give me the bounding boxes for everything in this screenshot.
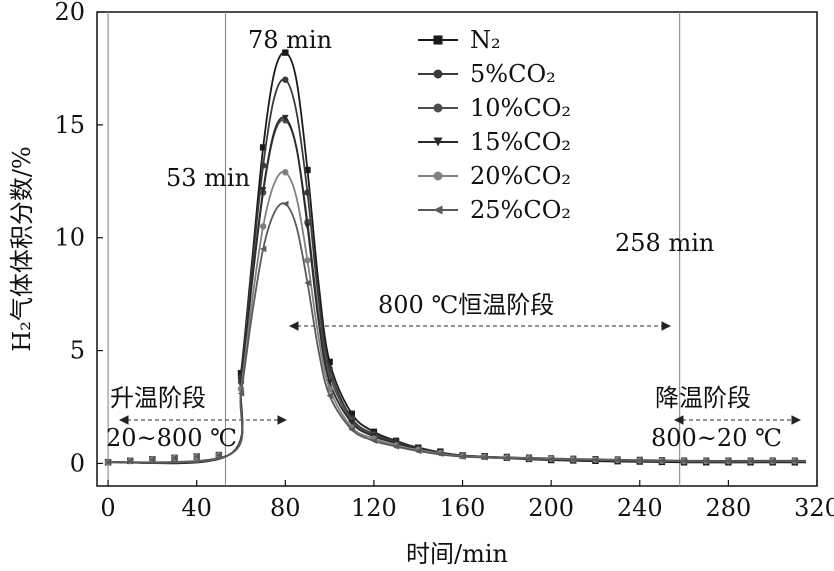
legend-entry: 20%CO₂	[418, 162, 571, 190]
data-point	[304, 189, 311, 196]
legend-entry: 5%CO₂	[418, 60, 556, 88]
data-point	[348, 419, 355, 426]
data-point	[725, 457, 732, 465]
data-point	[149, 456, 156, 463]
data-point	[282, 49, 289, 56]
plot-frame	[96, 11, 818, 487]
data-point	[326, 392, 333, 399]
data-point	[282, 76, 289, 83]
data-point	[415, 447, 422, 455]
legend-label: 25%CO₂	[470, 196, 571, 224]
stage-boundary-lines	[107, 12, 681, 486]
data-point	[259, 162, 267, 169]
x-tick-label: 40	[181, 494, 212, 522]
data-point	[614, 457, 621, 464]
x-tick-label: 160	[440, 494, 486, 522]
legend-entry: N₂	[418, 26, 501, 54]
end-time-annotation: 258 min	[615, 229, 714, 257]
legend-label: N₂	[470, 26, 501, 54]
constant-stage-annotation: 800 ℃恒温阶段	[378, 291, 554, 319]
series-layer	[104, 49, 806, 466]
data-point	[570, 456, 577, 463]
data-point	[433, 137, 443, 147]
y-axis: 0 5 10 15 20	[54, 0, 103, 477]
cooling-range-annotation: 800~20 ℃	[651, 424, 782, 452]
legend-label: 10%CO₂	[470, 94, 571, 122]
y-tick-label: 15	[54, 111, 85, 139]
data-point	[459, 453, 466, 460]
data-point	[703, 457, 710, 465]
data-point	[127, 457, 134, 465]
data-point	[304, 279, 311, 287]
x-tick-label: 320	[794, 494, 834, 522]
legend-entry: 15%CO₂	[418, 128, 571, 156]
data-point	[259, 223, 267, 230]
x-tick-label: 200	[528, 494, 574, 522]
legend-label: 5%CO₂	[470, 60, 556, 88]
heating-stage-annotation: 升温阶段	[110, 384, 206, 412]
legend-entry: 25%CO₂	[418, 196, 571, 224]
data-point	[282, 200, 289, 208]
data-point	[503, 454, 511, 462]
data-point	[433, 103, 443, 113]
data-point	[304, 166, 311, 174]
data-point	[193, 453, 200, 460]
data-point	[636, 457, 643, 464]
data-point	[282, 114, 289, 122]
data-point	[437, 450, 444, 458]
data-point	[259, 144, 267, 151]
x-axis-label: 时间/min	[406, 540, 508, 568]
data-point	[259, 245, 267, 253]
data-point	[304, 223, 311, 230]
data-point	[433, 205, 443, 215]
x-tick-label: 80	[270, 494, 301, 522]
data-point	[370, 437, 378, 445]
data-point	[525, 455, 533, 462]
data-point	[433, 35, 443, 45]
heating-range-annotation: 20~800 ℃	[106, 424, 237, 452]
legend-entry: 10%CO₂	[418, 94, 571, 122]
data-point	[171, 454, 178, 462]
legend-label: 20%CO₂	[470, 162, 571, 190]
series-line	[108, 202, 806, 464]
x-tick-label: 280	[705, 494, 751, 522]
data-point	[680, 457, 688, 465]
data-point	[547, 456, 555, 463]
data-point	[326, 358, 333, 366]
data-point	[658, 457, 666, 465]
data-point	[769, 457, 776, 465]
data-point	[433, 171, 443, 181]
data-point	[259, 187, 267, 194]
data-point	[237, 390, 245, 397]
x-axis: 0 40 80 120 160 200 240 280 320	[100, 480, 834, 522]
data-point	[282, 169, 289, 176]
start-time-annotation: 53 min	[166, 164, 250, 192]
x-tick-label: 0	[100, 494, 115, 522]
peak-time-annotation: 78 min	[248, 26, 332, 54]
data-point	[481, 454, 488, 461]
data-point	[326, 378, 333, 386]
data-point	[348, 410, 355, 417]
series-5	[104, 200, 806, 466]
data-point	[215, 451, 223, 459]
x-tick-label: 120	[351, 494, 397, 522]
data-point	[348, 426, 355, 433]
cooling-stage-annotation: 降温阶段	[655, 384, 751, 412]
x-tick-label: 240	[617, 494, 663, 522]
data-point	[304, 257, 311, 264]
data-point	[592, 456, 599, 464]
y-tick-label: 5	[70, 337, 85, 365]
data-point	[791, 457, 799, 465]
data-point	[433, 69, 443, 79]
y-tick-label: 0	[70, 449, 85, 477]
legend: N₂ 5%CO₂ 10%CO₂ 15%CO₂ 20%CO₂ 25%CO₂	[418, 26, 571, 224]
y-axis-label: H₂气体体积分数/%	[8, 146, 36, 351]
data-point	[747, 457, 754, 465]
y-tick-label: 10	[54, 224, 85, 252]
legend-label: 15%CO₂	[470, 128, 571, 156]
y-tick-label: 20	[54, 0, 85, 26]
data-point	[392, 443, 400, 450]
data-point	[104, 459, 112, 466]
